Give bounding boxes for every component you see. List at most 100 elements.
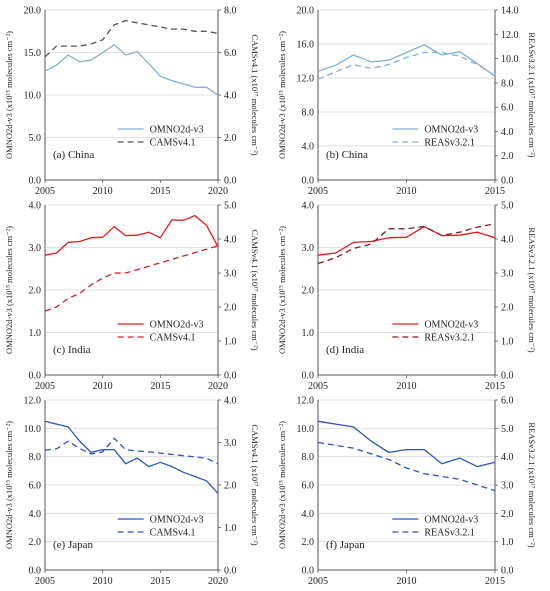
- y-tick-label: 4.0: [302, 201, 315, 212]
- y2-tick-label: 2.0: [224, 481, 237, 492]
- series-line-inventory: [44, 437, 219, 465]
- legend-label: CAMSv4.1: [150, 528, 196, 539]
- y2-tick-label: 2.0: [224, 133, 237, 144]
- y2-tick-label: 14.0: [501, 6, 519, 17]
- x-tick-label: 2020: [208, 381, 228, 392]
- x-tick-label: 2005: [35, 576, 55, 587]
- y2-tick-label: 8.0: [224, 6, 237, 17]
- y2-tick-label: 4.0: [501, 452, 514, 463]
- y2-tick-label: 4.0: [224, 396, 237, 407]
- y2-tick-label: 0.0: [501, 566, 514, 577]
- legend-label: CAMSv4.1: [150, 138, 196, 149]
- y-tick-label: 16.0: [297, 40, 315, 51]
- y-tick-label: 8.0: [29, 452, 42, 463]
- y2-tick-label: 12.0: [501, 30, 519, 41]
- panel-d: 0.0 1.0 2.0 3.0 4.0 0.0 1.0 2.0 3.0 4.0 5.0 2005 201…: [277, 201, 537, 393]
- legend-label: OMNO2d-v3: [150, 515, 204, 526]
- legend-label: OMNO2d-v3: [424, 515, 478, 526]
- series-line-inventory: [317, 441, 496, 492]
- series-line-omno2d: [317, 226, 496, 256]
- y2-tick-label: 5.0: [224, 201, 237, 212]
- y-tick-label: 4.0: [302, 142, 315, 153]
- y2-axis-title: REASv3.2.1 (x10¹⁷ molecules cm⁻²): [527, 422, 537, 547]
- legend-label: OMNO2d-v3: [424, 320, 478, 331]
- y2-tick-label: 6.0: [501, 103, 514, 114]
- series-line-omno2d: [44, 44, 219, 96]
- y-tick-label: 0.0: [302, 371, 315, 382]
- y2-tick-label: 0.0: [501, 371, 514, 382]
- x-tick-label: 2015: [150, 576, 170, 587]
- panel-f: 0.0 2.0 4.0 6.0 8.0 10.0 12.0 0.0 1.0 2.0 3.0 4.0 5.…: [277, 396, 537, 588]
- panel-label: (b) China: [326, 149, 368, 161]
- x-tick-label: 2010: [93, 576, 113, 587]
- y2-tick-label: 6.0: [501, 396, 514, 407]
- legend-label: OMNO2d-v3: [150, 125, 204, 136]
- y2-tick-label: 2.0: [224, 303, 237, 314]
- y-tick-label: 3.0: [29, 243, 42, 254]
- y-tick-label: 6.0: [29, 481, 42, 492]
- y-axis-title: OMNO2d-v3 (x10¹⁵ molecules cm⁻²): [4, 31, 14, 159]
- y-tick-label: 12.0: [297, 396, 315, 407]
- y-tick-label: 1.0: [29, 328, 42, 339]
- y-tick-label: 5.0: [29, 133, 42, 144]
- y-tick-label: 0.0: [29, 176, 42, 187]
- y-axis-title: OMNO2d-v3 (x10¹⁵ molecules cm⁻²): [277, 31, 287, 159]
- y-tick-label: 0.0: [302, 176, 315, 187]
- y2-tick-label: 3.0: [501, 481, 514, 492]
- x-tick-label: 2015: [485, 381, 505, 392]
- legend-label: OMNO2d-v3: [150, 320, 204, 331]
- y-tick-label: 2.0: [302, 537, 315, 548]
- y-tick-label: 0.0: [302, 566, 315, 577]
- y-tick-label: 4.0: [302, 509, 315, 520]
- y-tick-label: 10.0: [24, 424, 42, 435]
- y-tick-label: 0.0: [29, 566, 42, 577]
- y2-tick-label: 5.0: [501, 424, 514, 435]
- y-tick-label: 10.0: [24, 91, 42, 102]
- x-tick-label: 2010: [397, 381, 417, 392]
- series-line-omno2d: [317, 44, 496, 77]
- y2-axis-title: CAMSv4.1 (x10¹⁷ molecules cm⁻²): [250, 424, 260, 545]
- panel-label: (a) China: [53, 149, 94, 161]
- y2-tick-label: 1.0: [501, 337, 514, 348]
- x-tick-label: 2010: [397, 186, 417, 197]
- panel-e: 0.0 2.0 4.0 6.0 8.0 10.0 12.0 0.0 1.0 2.0 3.0 4.0 20…: [4, 396, 260, 588]
- y-tick-label: 20.0: [297, 6, 315, 17]
- y2-tick-label: 0.0: [224, 371, 237, 382]
- y2-tick-label: 3.0: [224, 438, 237, 449]
- x-tick-label: 2015: [150, 186, 170, 197]
- series-line-inventory: [317, 51, 496, 80]
- x-tick-label: 2015: [485, 576, 505, 587]
- y2-tick-label: 2.0: [501, 509, 514, 520]
- y2-tick-label: 2.0: [501, 151, 514, 162]
- y2-tick-label: 2.0: [501, 303, 514, 314]
- y2-tick-label: 8.0: [501, 78, 514, 89]
- legend-label: REASv3.2.1: [424, 528, 475, 539]
- y-tick-label: 12.0: [24, 396, 42, 407]
- y-tick-label: 10.0: [297, 424, 315, 435]
- y2-axis-title: CAMSv4.1 (x10¹⁷ molecules cm⁻²): [250, 229, 260, 350]
- x-tick-label: 2020: [208, 186, 228, 197]
- y2-axis-title: CAMSv4.1 (x10¹⁷ molecules cm⁻²): [250, 34, 260, 155]
- legend-label: OMNO2d-v3: [424, 125, 478, 136]
- x-tick-label: 2005: [35, 186, 55, 197]
- y-tick-label: 8.0: [302, 452, 315, 463]
- y-tick-label: 4.0: [29, 201, 42, 212]
- legend-label: REASv3.2.1: [424, 333, 475, 344]
- x-tick-label: 2010: [93, 186, 113, 197]
- x-tick-label: 2005: [308, 186, 328, 197]
- legend-label: CAMSv4.1: [150, 333, 196, 344]
- legend-label: REASv3.2.1: [424, 138, 475, 149]
- panel-c: 0.0 1.0 2.0 3.0 4.0 0.0 1.0 2.0 3.0 4.0 5.0 2005 201…: [4, 201, 260, 393]
- y2-tick-label: 5.0: [501, 201, 514, 212]
- x-tick-label: 2015: [150, 381, 170, 392]
- y-tick-label: 12.0: [297, 74, 315, 85]
- series-line-omno2d: [44, 420, 219, 494]
- panel-label: (d) India: [326, 344, 364, 356]
- x-tick-label: 2005: [308, 576, 328, 587]
- panel-b: 0.0 4.0 8.0 12.0 16.0 20.0 0.0 2.0 4.0 6.0 8.0 10.0…: [277, 6, 537, 198]
- series-line-inventory: [44, 19, 219, 58]
- x-tick-label: 2015: [485, 186, 505, 197]
- y2-tick-label: 0.0: [224, 176, 237, 187]
- y2-tick-label: 0.0: [501, 176, 514, 187]
